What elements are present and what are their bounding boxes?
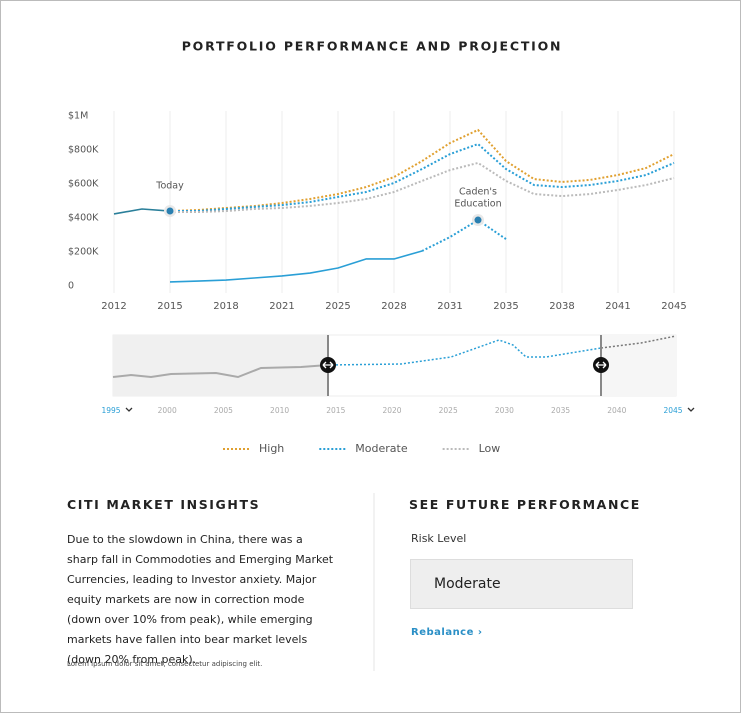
handle-icon — [322, 361, 334, 369]
navigator-label: 2040 — [607, 406, 626, 415]
section-title: CITI MARKET INSIGHTS — [67, 497, 261, 512]
annotation: Today — [155, 181, 184, 192]
navigator — [112, 334, 695, 412]
annotation-dot — [474, 216, 482, 224]
navigator-shade — [601, 335, 676, 396]
navigator-label: 2035 — [551, 406, 570, 415]
legend-label: Moderate — [355, 442, 408, 455]
annotation: Caden's — [459, 187, 497, 198]
x-tick-label: 2025 — [325, 301, 350, 312]
x-tick-label: 2012 — [101, 301, 126, 312]
x-tick-label: 2038 — [549, 301, 574, 312]
x-tick-label: 2035 — [493, 301, 518, 312]
dropdown-chevron[interactable] — [687, 407, 695, 412]
navigator-projection — [327, 339, 602, 366]
annotation-dot — [166, 207, 174, 215]
series-line — [169, 128, 675, 213]
navigator-label: 2000 — [158, 406, 177, 415]
navigator-label: 2025 — [439, 406, 458, 415]
navigator-label: 2015 — [326, 406, 345, 415]
handle-icon — [595, 361, 607, 369]
footnote: Lorem ipsum dolor sit amet, consectetur … — [67, 660, 263, 668]
series-line — [113, 208, 171, 215]
series-line — [170, 161, 675, 214]
risk-select[interactable]: Moderate — [410, 559, 633, 609]
legend-label: Low — [479, 442, 501, 455]
navigator-history — [112, 364, 329, 379]
navigator-label: 2045 — [663, 406, 682, 415]
x-tick-label: 2045 — [661, 301, 686, 312]
x-tick-label: 2021 — [269, 301, 294, 312]
navigator-label: 2005 — [214, 406, 233, 415]
series-line — [170, 143, 675, 213]
y-tick-label: $800K — [68, 145, 99, 156]
select-value: Moderate — [434, 576, 501, 592]
insight-text: Due to the slowdown in China, there was … — [67, 533, 334, 666]
x-tick-label: 2028 — [381, 301, 406, 312]
navigator-shade — [113, 335, 328, 396]
y-tick-label: $200K — [68, 247, 99, 258]
y-tick-label: $1M — [68, 111, 88, 122]
navigator-projection — [600, 335, 677, 349]
y-tick-label: $400K — [68, 213, 99, 224]
dropdown-chevron[interactable] — [125, 407, 133, 412]
navigator-label: 2030 — [495, 406, 514, 415]
chart-title: PORTFOLIO PERFORMANCE AND PROJECTION — [182, 39, 563, 54]
series-line — [169, 250, 423, 283]
legend-label: High — [259, 442, 284, 455]
navigator-label: 2010 — [270, 406, 289, 415]
series-line — [421, 219, 507, 252]
x-tick-label: 2018 — [213, 301, 238, 312]
field-label: Risk Level — [411, 532, 467, 545]
rebalance-link[interactable]: Rebalance › — [411, 627, 483, 638]
x-tick-label: 2031 — [437, 301, 462, 312]
section-title: SEE FUTURE PERFORMANCE — [409, 497, 641, 512]
navigator-label: 1995 — [101, 406, 120, 415]
annotation: Education — [454, 199, 501, 210]
navigator-label: 2020 — [382, 406, 401, 415]
x-tick-label: 2041 — [605, 301, 630, 312]
x-tick-label: 2015 — [157, 301, 182, 312]
y-tick-label: 0 — [68, 281, 74, 292]
y-tick-label: $600K — [68, 179, 99, 190]
